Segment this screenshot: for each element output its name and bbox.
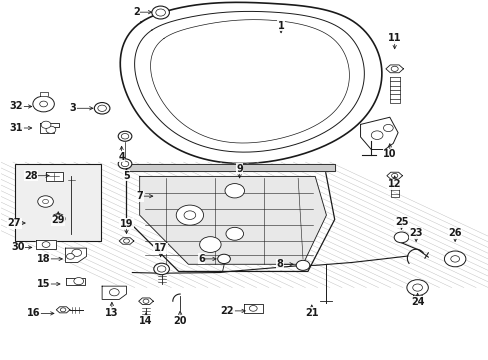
Text: 10: 10 bbox=[382, 149, 396, 159]
Text: 8: 8 bbox=[276, 259, 283, 269]
Text: 9: 9 bbox=[236, 163, 243, 174]
Circle shape bbox=[444, 251, 465, 267]
Text: 17: 17 bbox=[154, 243, 167, 253]
Polygon shape bbox=[65, 278, 85, 285]
Text: 3: 3 bbox=[69, 103, 76, 113]
Circle shape bbox=[33, 96, 54, 112]
Circle shape bbox=[152, 6, 169, 19]
Circle shape bbox=[143, 299, 149, 303]
Text: 21: 21 bbox=[305, 308, 318, 318]
Circle shape bbox=[42, 242, 50, 247]
Polygon shape bbox=[45, 172, 63, 181]
Circle shape bbox=[217, 254, 230, 264]
Polygon shape bbox=[36, 240, 56, 249]
Polygon shape bbox=[120, 3, 381, 163]
Polygon shape bbox=[243, 304, 263, 313]
Circle shape bbox=[123, 239, 129, 243]
Text: 14: 14 bbox=[139, 316, 152, 325]
Polygon shape bbox=[40, 123, 59, 133]
Circle shape bbox=[40, 101, 47, 107]
Circle shape bbox=[72, 249, 81, 256]
Text: 27: 27 bbox=[8, 218, 21, 228]
Circle shape bbox=[393, 232, 408, 243]
Circle shape bbox=[412, 284, 422, 291]
Circle shape bbox=[390, 66, 397, 71]
Circle shape bbox=[38, 196, 53, 207]
Circle shape bbox=[121, 134, 128, 139]
Text: 1: 1 bbox=[277, 21, 284, 31]
Polygon shape bbox=[412, 296, 422, 300]
Circle shape bbox=[450, 256, 459, 262]
Text: 25: 25 bbox=[394, 217, 407, 227]
Circle shape bbox=[41, 121, 51, 129]
Circle shape bbox=[176, 205, 203, 225]
Circle shape bbox=[94, 103, 110, 114]
Circle shape bbox=[383, 125, 392, 132]
Text: 24: 24 bbox=[410, 297, 424, 307]
Text: 6: 6 bbox=[198, 254, 204, 264]
Polygon shape bbox=[140, 176, 326, 264]
Text: 5: 5 bbox=[123, 171, 130, 181]
Polygon shape bbox=[40, 93, 47, 96]
Polygon shape bbox=[65, 248, 86, 262]
Circle shape bbox=[51, 214, 65, 224]
Circle shape bbox=[42, 199, 48, 204]
Polygon shape bbox=[126, 168, 334, 271]
Text: 23: 23 bbox=[408, 228, 422, 238]
Polygon shape bbox=[119, 238, 134, 244]
Polygon shape bbox=[360, 117, 397, 149]
Circle shape bbox=[74, 278, 83, 285]
Circle shape bbox=[118, 159, 132, 169]
Polygon shape bbox=[126, 164, 334, 171]
Polygon shape bbox=[139, 298, 153, 305]
Circle shape bbox=[154, 263, 169, 275]
Text: 28: 28 bbox=[24, 171, 38, 181]
Circle shape bbox=[46, 126, 56, 134]
Text: 18: 18 bbox=[37, 254, 50, 264]
Circle shape bbox=[157, 266, 165, 272]
Text: 16: 16 bbox=[27, 309, 41, 318]
Text: 29: 29 bbox=[51, 215, 65, 225]
Circle shape bbox=[60, 308, 66, 312]
Text: 26: 26 bbox=[447, 228, 461, 238]
Text: 15: 15 bbox=[37, 279, 50, 289]
Circle shape bbox=[249, 306, 257, 311]
Polygon shape bbox=[385, 65, 403, 73]
Bar bbox=[15, 164, 101, 241]
Circle shape bbox=[98, 105, 106, 112]
Circle shape bbox=[296, 260, 309, 270]
Circle shape bbox=[66, 253, 74, 259]
Circle shape bbox=[156, 9, 165, 16]
Circle shape bbox=[199, 237, 221, 252]
Circle shape bbox=[183, 211, 195, 220]
Circle shape bbox=[109, 289, 119, 296]
Polygon shape bbox=[386, 172, 402, 179]
Polygon shape bbox=[56, 307, 70, 313]
Circle shape bbox=[370, 131, 382, 139]
Circle shape bbox=[406, 280, 427, 296]
Text: 12: 12 bbox=[387, 179, 401, 189]
Text: 19: 19 bbox=[120, 219, 133, 229]
Text: 22: 22 bbox=[220, 306, 234, 316]
Polygon shape bbox=[102, 286, 126, 300]
Circle shape bbox=[391, 174, 397, 178]
Circle shape bbox=[121, 161, 128, 167]
Text: 31: 31 bbox=[10, 123, 23, 133]
Circle shape bbox=[118, 131, 132, 141]
Circle shape bbox=[56, 217, 61, 221]
Text: 20: 20 bbox=[173, 316, 186, 325]
Text: 30: 30 bbox=[11, 242, 24, 252]
Text: 32: 32 bbox=[10, 102, 23, 112]
Circle shape bbox=[224, 184, 244, 198]
Text: 13: 13 bbox=[105, 308, 119, 318]
Circle shape bbox=[225, 227, 243, 240]
Text: 11: 11 bbox=[387, 33, 401, 43]
Text: 2: 2 bbox=[133, 7, 140, 17]
Text: 7: 7 bbox=[136, 191, 143, 201]
Text: 4: 4 bbox=[118, 152, 125, 162]
